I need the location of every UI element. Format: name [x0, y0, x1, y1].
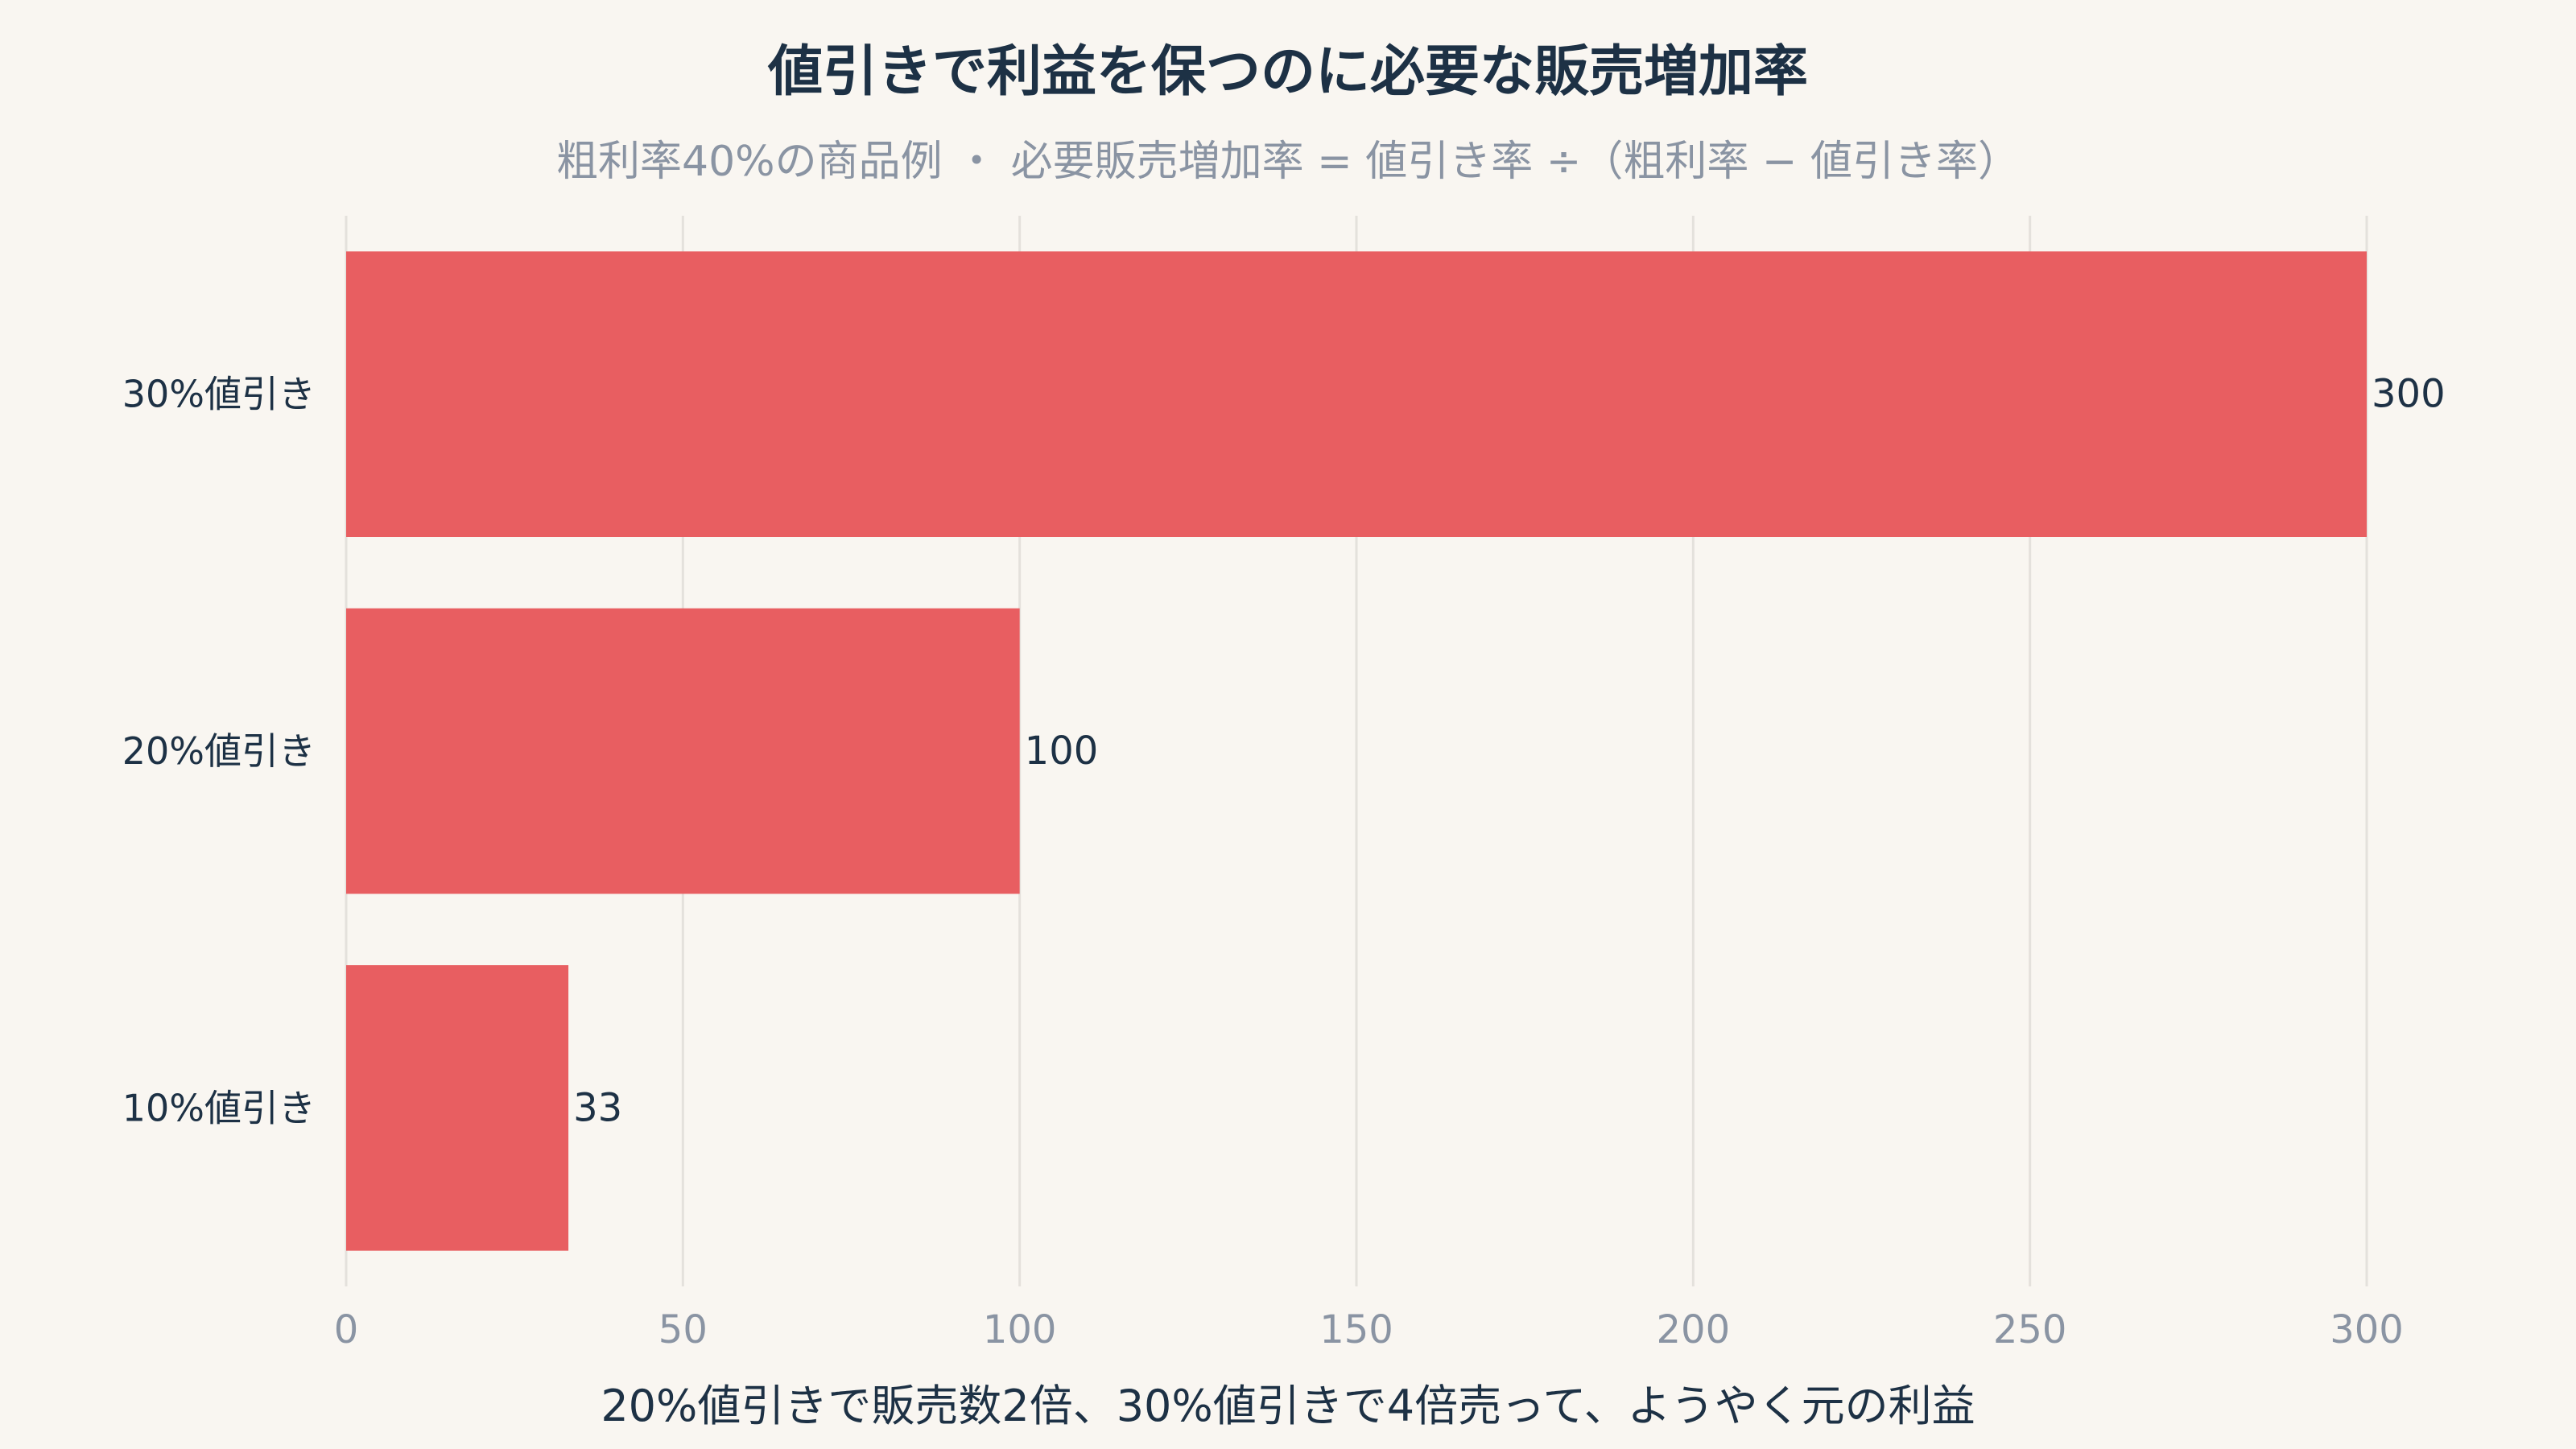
y-category-label: 20%値引き: [122, 729, 316, 773]
chart-subtitle: 粗利率40%の商品例 ・ 必要販売増加率 = 値引き率 ÷（粗利率 − 値引き率…: [556, 138, 2020, 186]
x-axis-ticks: 0 50 100 150 200 250 300: [334, 1307, 2404, 1352]
y-category-label: 10%値引き: [122, 1086, 316, 1129]
bar: [346, 965, 569, 1251]
bar: [346, 251, 2367, 537]
x-tick-label: 250: [1993, 1307, 2067, 1352]
bar: [346, 608, 1020, 894]
x-tick-label: 100: [983, 1307, 1057, 1352]
x-tick-label: 150: [1319, 1307, 1393, 1352]
bars: [346, 251, 2367, 1251]
bar-value-label: 33: [573, 1085, 622, 1130]
x-axis-label: 20%値引きで販売数2倍、30%値引きで4倍売って、ようやく元の利益: [601, 1381, 1975, 1431]
bar-value-label: 300: [2372, 372, 2446, 417]
bar-value-label: 100: [1025, 729, 1099, 774]
x-tick-label: 300: [2330, 1307, 2404, 1352]
y-category-label: 30%値引き: [122, 373, 316, 416]
chart-title: 値引きで利益を保つのに必要な販売増加率: [767, 40, 1808, 104]
x-tick-label: 50: [658, 1307, 708, 1352]
x-tick-label: 200: [1657, 1307, 1731, 1352]
labels: 30%値引き 300 20%値引き 100 10%値引き 33: [122, 372, 2446, 1131]
x-tick-label: 0: [334, 1307, 359, 1352]
